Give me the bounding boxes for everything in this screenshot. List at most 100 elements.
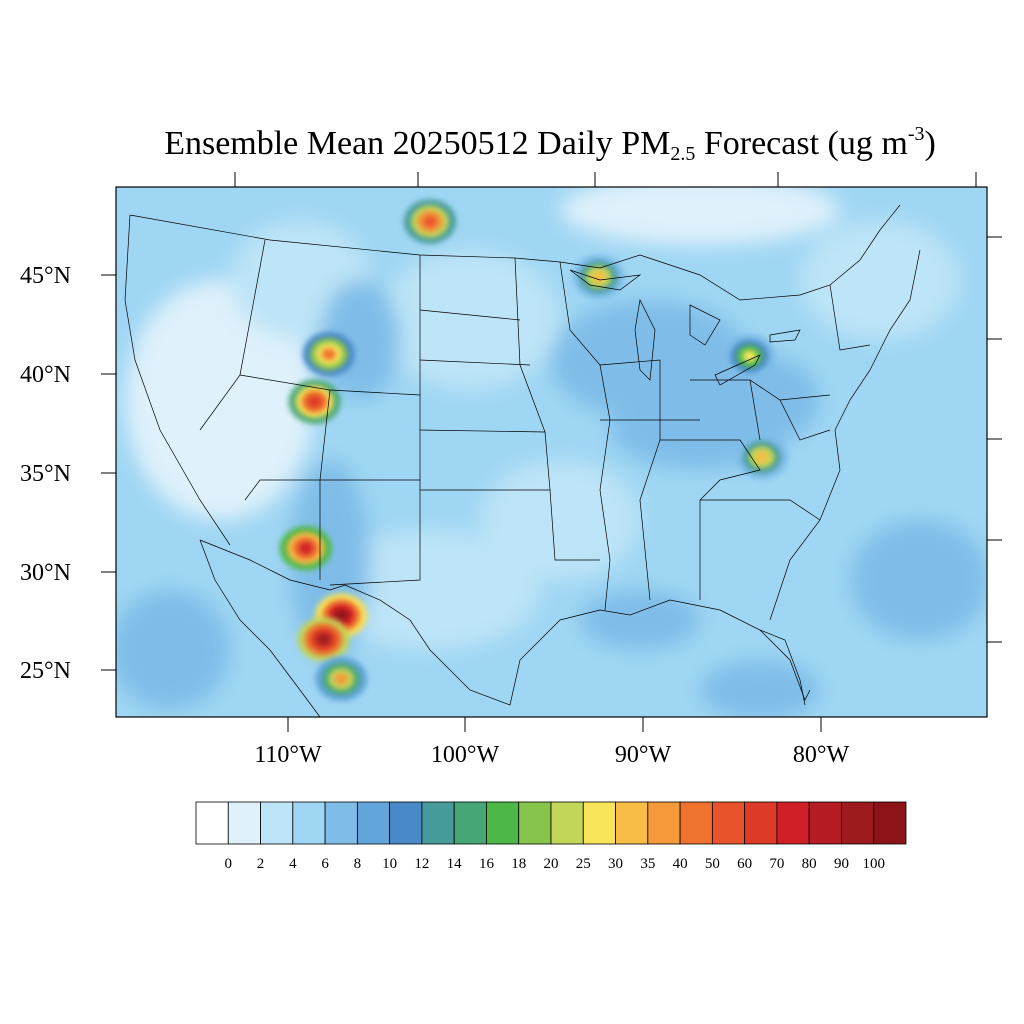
pacific-coast	[124, 214, 231, 546]
colorbar-label: 25	[576, 856, 591, 872]
lake-ontario	[769, 329, 801, 343]
state-line	[419, 309, 521, 321]
latitude-labels: 45°N 40°N 35°N 30°N 25°N	[20, 263, 71, 684]
boundary-lines	[124, 204, 921, 717]
state-line	[419, 429, 546, 433]
colorbar-label: 60	[737, 856, 752, 872]
title-close: )	[924, 125, 936, 162]
ticks	[101, 172, 1002, 732]
colorbar-label: 16	[479, 856, 495, 872]
atlantic-coast	[769, 249, 921, 621]
title-rest: Forecast (ug m	[695, 125, 908, 162]
lake-michigan	[634, 298, 656, 381]
colorbar-label: 20	[544, 856, 559, 872]
longitude-labels: 110°W 100°W 90°W 80°W	[254, 742, 849, 768]
colorbar-label: 30	[608, 856, 623, 872]
colorbar-label: 6	[321, 856, 329, 872]
colorbar-swatch	[389, 801, 423, 845]
mexico-coast	[199, 539, 321, 717]
colorbar-label: 14	[447, 856, 463, 872]
colorbar-swatch	[518, 801, 552, 845]
colorbar-label: 50	[705, 856, 720, 872]
colorbar-label: 70	[769, 856, 784, 872]
lat-label-45: 45°N	[20, 263, 71, 289]
state-line	[660, 439, 761, 600]
colorbar-swatch	[260, 801, 294, 845]
colorbar-swatch	[195, 801, 229, 845]
map-frame	[115, 186, 988, 718]
lat-label-30: 30°N	[20, 560, 71, 586]
hotspot-blob	[334, 609, 349, 622]
lat-label-25: 25°N	[20, 658, 71, 684]
hotspot-blob	[307, 395, 322, 408]
hotspot-blob	[754, 451, 769, 464]
state-line	[319, 480, 421, 586]
gulf-coast	[509, 599, 811, 706]
colorbar-swatch	[679, 801, 713, 845]
colorbar-label: 40	[673, 856, 688, 872]
state-line	[749, 379, 831, 441]
state-line	[320, 389, 421, 481]
lat-label-35: 35°N	[20, 461, 71, 487]
title-superscript: -3	[907, 123, 925, 145]
mexico-border	[199, 539, 511, 706]
colorbar-label: 2	[257, 856, 265, 872]
lon-label-110w: 110°W	[254, 742, 322, 768]
colorbar-swatch	[647, 801, 681, 845]
map-title: Ensemble Mean 20250512 Daily PM2.5 Forec…	[0, 112, 1024, 176]
lat-label-40: 40°N	[20, 362, 71, 388]
colorbar-swatch	[744, 801, 778, 845]
colorbar-label: 0	[225, 856, 233, 872]
hotspot-blob	[321, 348, 336, 361]
hotspot-blob	[591, 271, 606, 283]
colorbar-swatch	[873, 801, 907, 845]
lon-label-100w: 100°W	[431, 742, 500, 768]
hotspot-blob	[423, 215, 437, 228]
colorbar-label: 18	[511, 856, 526, 872]
colorbar-label: 100	[862, 856, 885, 872]
colorbar-swatch	[356, 801, 391, 845]
lon-label-90w: 90°W	[615, 742, 672, 768]
hotspot-blob	[298, 542, 313, 555]
colorbar-swatch	[486, 801, 520, 845]
colorbar-label: 80	[802, 856, 817, 872]
colorbar-swatch	[421, 801, 455, 845]
state-line	[419, 359, 531, 366]
state-line	[420, 489, 600, 561]
state-line	[829, 284, 871, 351]
title-main: Ensemble Mean 20250512 Daily PM	[164, 125, 671, 162]
colorbar-swatch	[615, 801, 649, 845]
hotspot-blob	[334, 672, 349, 685]
lake-erie	[714, 354, 761, 386]
hotspot-blob	[316, 633, 331, 646]
colorbar-swatch	[582, 801, 616, 845]
hotspot-layer	[279, 199, 788, 702]
state-line	[690, 379, 831, 401]
colorbar-swatch	[550, 801, 584, 845]
colorbar-swatch	[453, 801, 487, 845]
colorbar-label: 90	[834, 856, 849, 872]
colorbar-label: 4	[289, 856, 297, 872]
colorbar-label: 10	[382, 856, 397, 872]
state-line	[514, 257, 551, 491]
state-line	[700, 499, 821, 521]
colorbar-swatch	[841, 801, 875, 845]
colorbar-swatch	[808, 801, 842, 845]
colorbar: 0 2 4 6 8 10 12 14 16 18 20 25 30 35 40 50 60 70 80 90 100	[195, 801, 907, 872]
colorbar-swatch	[292, 801, 326, 845]
lon-label-80w: 80°W	[793, 742, 850, 768]
colorbar-swatch	[227, 801, 261, 845]
lake-huron	[689, 304, 721, 346]
colorbar-label: 12	[414, 856, 429, 872]
title-subscript: 2.5	[670, 143, 696, 165]
colorbar-swatch	[324, 801, 358, 845]
hotspot-blob	[742, 350, 757, 363]
colorbar-label: 8	[354, 856, 362, 872]
field-regions	[116, 187, 987, 717]
canada-border	[129, 204, 901, 301]
florida	[759, 629, 806, 706]
colorbar-label: 35	[640, 856, 655, 872]
lake-superior	[569, 269, 642, 291]
map-field	[116, 187, 987, 717]
